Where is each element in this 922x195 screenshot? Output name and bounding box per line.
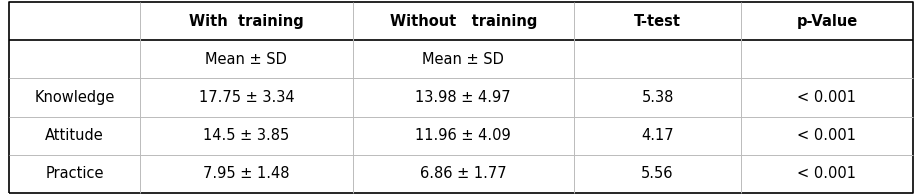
Text: < 0.001: < 0.001 bbox=[798, 128, 857, 143]
Text: 5.56: 5.56 bbox=[642, 167, 674, 181]
Text: Mean ± SD: Mean ± SD bbox=[206, 52, 288, 67]
Text: Attitude: Attitude bbox=[45, 128, 104, 143]
Text: 6.86 ± 1.77: 6.86 ± 1.77 bbox=[420, 167, 506, 181]
Text: Mean ± SD: Mean ± SD bbox=[422, 52, 504, 67]
Text: With  training: With training bbox=[189, 14, 303, 28]
Text: 4.17: 4.17 bbox=[641, 128, 674, 143]
Text: 13.98 ± 4.97: 13.98 ± 4.97 bbox=[416, 90, 511, 105]
Text: Practice: Practice bbox=[45, 167, 104, 181]
Text: T-test: T-test bbox=[634, 14, 681, 28]
Text: p-Value: p-Value bbox=[797, 14, 857, 28]
Text: Without   training: Without training bbox=[390, 14, 537, 28]
Text: 14.5 ± 3.85: 14.5 ± 3.85 bbox=[203, 128, 290, 143]
Text: 5.38: 5.38 bbox=[642, 90, 674, 105]
Text: 11.96 ± 4.09: 11.96 ± 4.09 bbox=[416, 128, 511, 143]
Text: 7.95 ± 1.48: 7.95 ± 1.48 bbox=[203, 167, 290, 181]
Text: 17.75 ± 3.34: 17.75 ± 3.34 bbox=[198, 90, 294, 105]
Text: < 0.001: < 0.001 bbox=[798, 167, 857, 181]
Text: < 0.001: < 0.001 bbox=[798, 90, 857, 105]
Text: Knowledge: Knowledge bbox=[34, 90, 115, 105]
